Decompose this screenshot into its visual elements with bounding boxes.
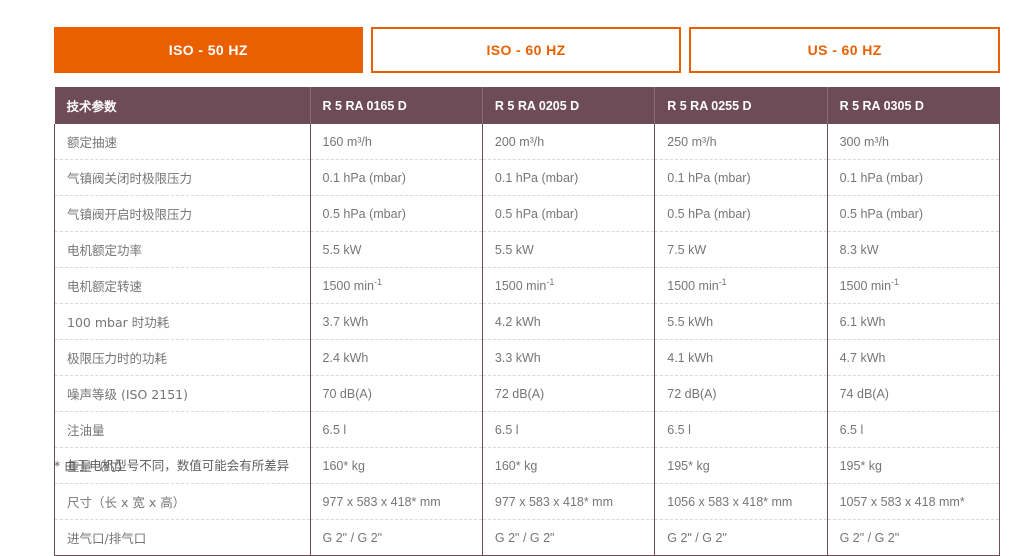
row-value: 1500 min-1: [482, 267, 656, 304]
tab-2[interactable]: ISO - 60 HZ: [370, 27, 682, 73]
tab-3[interactable]: US - 60 HZ: [689, 27, 1001, 73]
row-value: G 2" / G 2": [310, 519, 483, 556]
row-value: 0.5 hPa (mbar): [827, 195, 1001, 232]
row-value: 200 m³/h: [482, 124, 656, 160]
table-row: 电机额定功率 5.5 kW 5.5 kW 7.5 kW 8.3 kW: [54, 231, 1001, 268]
row-value: 1500 min-1: [654, 267, 828, 304]
table-row: 100 mbar 时功耗 3.7 kWh 4.2 kWh 5.5 kWh 6.1 kWh: [54, 303, 1001, 340]
table-row: 尺寸（长 x 宽 x 高） 977 x 583 x 418* mm 977 x 58…: [54, 483, 1001, 520]
row-value: 250 m³/h: [654, 124, 828, 160]
row-value: 0.1 hPa (mbar): [482, 159, 656, 196]
row-value: G 2" / G 2": [654, 519, 828, 556]
value-text: 1500 min: [494, 278, 547, 293]
row-value: 1056 x 583 x 418* mm: [654, 483, 828, 520]
spec-table-body: 额定抽速 160 m³/h 200 m³/h 250 m³/h 300 m³/h 气镇阀关…: [54, 124, 1001, 556]
row-value: 0.1 hPa (mbar): [310, 159, 483, 196]
row-value: 160* kg: [482, 447, 656, 484]
table-row: 重量（约） 160* kg 160* kg 195* kg 195* kg: [54, 447, 1001, 484]
column-header-model-3: R 5 RA 0255 D: [654, 87, 828, 124]
row-value: 160* kg: [310, 447, 483, 484]
value-exponent: -1: [891, 276, 900, 287]
row-value: 5.5 kW: [482, 231, 656, 268]
row-value: 72 dB(A): [654, 375, 828, 412]
value-exponent: -1: [546, 276, 555, 287]
row-value: 0.1 hPa (mbar): [654, 159, 828, 196]
row-value: 3.3 kWh: [482, 339, 656, 376]
row-value: 0.1 hPa (mbar): [827, 159, 1001, 196]
row-value: 4.7 kWh: [827, 339, 1001, 376]
row-label: 100 mbar 时功耗: [54, 303, 311, 340]
value-text: 1500 min: [667, 278, 719, 293]
row-value: 74 dB(A): [827, 375, 1001, 412]
row-value: 70 dB(A): [310, 375, 483, 412]
table-row: 进气口/排气口 G 2" / G 2" G 2" / G 2" G 2" / G 2"…: [54, 519, 1001, 556]
table-footnote: * 由于电机型号不同，数值可能会有所差异: [54, 458, 290, 473]
value-exponent: -1: [373, 276, 382, 287]
row-value: 72 dB(A): [482, 375, 656, 412]
row-value: 300 m³/h: [827, 124, 1001, 160]
row-label: 额定抽速: [54, 124, 311, 160]
row-label: 注油量: [54, 411, 311, 448]
tab-1[interactable]: ISO - 50 HZ: [54, 27, 363, 73]
column-header-model-4: R 5 RA 0305 D: [827, 87, 1000, 124]
table-row: 气镇阀关闭时极限压力 0.1 hPa (mbar) 0.1 hPa (mbar) 0.…: [54, 159, 1001, 196]
row-value: 2.4 kWh: [310, 339, 483, 376]
row-value: 6.5 l: [654, 411, 828, 448]
row-value: 195* kg: [654, 447, 828, 484]
row-label: 重量（约）: [54, 447, 311, 484]
frequency-tab-bar: ISO - 50 HZ ISO - 60 HZ US - 60 HZ: [54, 27, 1001, 73]
row-value: 5.5 kWh: [654, 303, 828, 340]
row-value: 977 x 583 x 418* mm: [310, 483, 483, 520]
row-value: 6.5 l: [310, 411, 483, 448]
row-value: 6.5 l: [482, 411, 656, 448]
column-header-model-2: R 5 RA 0205 D: [482, 87, 656, 124]
row-value: 1500 min-1: [310, 267, 483, 304]
row-value: 3.7 kWh: [310, 303, 483, 340]
table-row: 电机额定转速 1500 min-1 1500 min-1 1500 min-1 1500…: [54, 267, 1001, 304]
value-text: 1500 min: [839, 278, 892, 293]
row-value: 977 x 583 x 418* mm: [482, 483, 656, 520]
column-header-model-1: R 5 RA 0165 D: [310, 87, 483, 124]
row-label: 尺寸（长 x 宽 x 高）: [54, 483, 311, 520]
row-label: 气镇阀关闭时极限压力: [54, 159, 311, 196]
row-value: 4.2 kWh: [482, 303, 656, 340]
row-value: 0.5 hPa (mbar): [654, 195, 828, 232]
row-value: 160 m³/h: [310, 124, 483, 160]
table-row: 注油量 6.5 l 6.5 l 6.5 l 6.5 l: [54, 411, 1001, 448]
spec-table-page: ISO - 50 HZ ISO - 60 HZ US - 60 HZ 技术参数 R 5…: [54, 27, 1001, 556]
row-value: 195* kg: [827, 447, 1001, 484]
table-row: 气镇阀开启时极限压力 0.5 hPa (mbar) 0.5 hPa (mbar) 0.…: [54, 195, 1001, 232]
value-text: 1500 min: [322, 278, 374, 293]
row-label: 进气口/排气口: [54, 519, 311, 556]
row-value: 8.3 kW: [827, 231, 1001, 268]
table-row: 噪声等级 (ISO 2151) 70 dB(A) 72 dB(A) 72 dB(A) 7…: [54, 375, 1001, 412]
column-header-parameter: 技术参数: [54, 87, 311, 124]
row-label: 气镇阀开启时极限压力: [54, 195, 311, 232]
row-value: 7.5 kW: [654, 231, 828, 268]
row-value: 5.5 kW: [310, 231, 483, 268]
row-value: 0.5 hPa (mbar): [310, 195, 483, 232]
row-value: G 2" / G 2": [827, 519, 1001, 556]
table-row: 额定抽速 160 m³/h 200 m³/h 250 m³/h 300 m³/h: [54, 124, 1001, 160]
row-label: 电机额定转速: [54, 267, 311, 304]
row-value: 1057 x 583 x 418 mm*: [827, 483, 1001, 520]
row-label: 极限压力时的功耗: [54, 339, 311, 376]
row-value: G 2" / G 2": [482, 519, 656, 556]
row-label: 噪声等级 (ISO 2151): [54, 375, 311, 412]
row-value: 6.5 l: [827, 411, 1001, 448]
row-value: 6.1 kWh: [827, 303, 1001, 340]
row-label: 电机额定功率: [54, 231, 311, 268]
table-row: 极限压力时的功耗 2.4 kWh 3.3 kWh 4.1 kWh 4.7 kWh: [54, 339, 1001, 376]
row-value: 4.1 kWh: [654, 339, 828, 376]
row-value: 1500 min-1: [827, 267, 1001, 304]
row-value: 0.5 hPa (mbar): [482, 195, 656, 232]
value-exponent: -1: [718, 276, 727, 287]
